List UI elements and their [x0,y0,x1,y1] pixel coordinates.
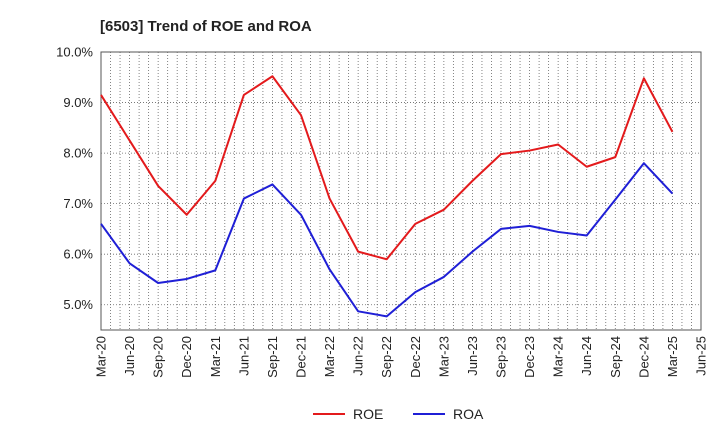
legend-label-roa: ROA [453,406,484,422]
y-tick-label: 10.0% [56,45,93,60]
y-tick-label: 6.0% [63,247,93,262]
x-tick-label: Sep-20 [151,336,166,378]
x-tick-label: Mar-22 [322,336,337,377]
x-tick-label: Mar-23 [436,336,451,377]
x-tick-label: Dec-21 [294,336,309,378]
x-tick-label: Dec-24 [636,336,651,378]
series-lines [100,75,674,318]
chart-title: [6503] Trend of ROE and ROA [100,18,312,35]
legend-label-roe: ROE [353,406,383,422]
series-line-roa [100,162,674,318]
plot-area [100,51,702,331]
x-tick-label: Jun-22 [351,336,366,376]
x-tick-label: Jun-24 [579,336,594,376]
x-axis: Mar-20 Jun-20 Sep-20 Dec-20 Mar-21 Jun-21 Sep-… [94,336,709,378]
x-tick-label: Mar-20 [94,336,109,377]
x-tick-label: Dec-22 [408,336,423,378]
x-tick-label: Dec-23 [522,336,537,378]
x-tick-label: Sep-21 [265,336,280,378]
x-tick-label: Jun-25 [694,336,709,376]
x-tick-label: Mar-25 [665,336,680,377]
x-tick-label: Sep-23 [494,336,509,378]
x-tick-label: Mar-21 [208,336,223,377]
x-tick-label: Dec-20 [179,336,194,378]
x-tick-label: Sep-24 [608,336,623,378]
y-tick-label: 5.0% [63,297,93,312]
y-tick-label: 8.0% [63,146,93,161]
x-tick-label: Sep-22 [379,336,394,378]
x-tick-label: Jun-20 [122,336,137,376]
x-tick-label: Mar-24 [551,336,566,377]
series-line-roe [100,75,674,261]
legend: ROE ROA [313,406,484,422]
y-tick-label: 9.0% [63,95,93,110]
x-tick-label: Jun-23 [465,336,480,376]
y-axis: 5.0% 6.0% 7.0% 8.0% 9.0% 10.0% [56,45,93,313]
y-tick-label: 7.0% [63,196,93,211]
x-tick-label: Jun-21 [236,336,251,376]
grid [101,52,701,330]
